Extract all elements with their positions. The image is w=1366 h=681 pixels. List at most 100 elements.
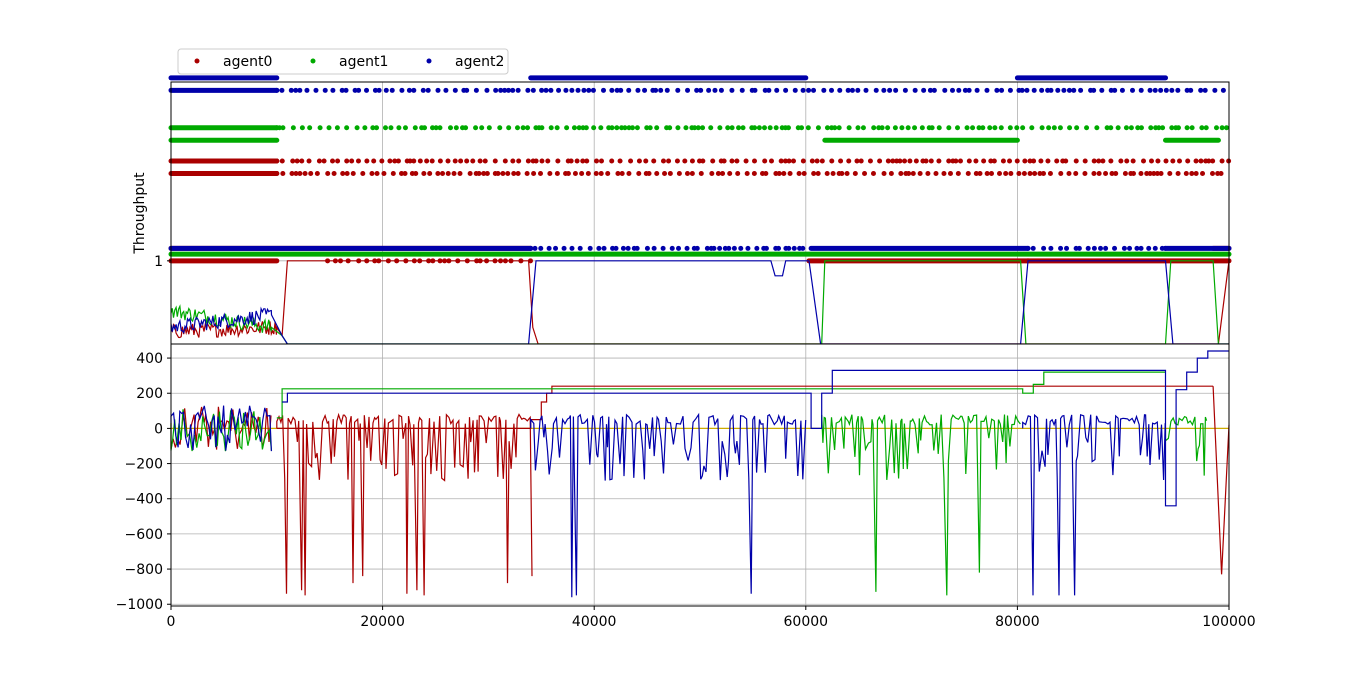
scatter-point-agent0 [815, 170, 821, 176]
scatter-point-agent0 [1219, 158, 1225, 164]
scatter-point-agent2 [620, 245, 626, 251]
scatter-point-agent0 [684, 170, 690, 176]
scatter-point-agent0 [1045, 158, 1051, 164]
scatter-point-agent1 [1138, 125, 1144, 131]
scatter-point-agent2 [601, 245, 607, 251]
scatter-point-agent2 [766, 87, 772, 93]
scatter-point-agent0 [1175, 170, 1181, 176]
scatter-point-agent0 [437, 158, 443, 164]
scatter-point-agent1 [1007, 125, 1013, 131]
scatter-point-agent0 [1022, 158, 1028, 164]
scatter-point-agent2 [1007, 87, 1013, 93]
scatter-point-agent2 [613, 245, 619, 251]
reward-step-agent1 [276, 371, 1166, 419]
scatter-point-agent0 [360, 170, 366, 176]
scatter-point-agent2 [1188, 87, 1194, 93]
scatter-point-agent0 [844, 170, 850, 176]
scatter-point-agent2 [1098, 245, 1104, 251]
scatter-point-agent1 [992, 125, 998, 131]
scatter-point-agent1 [667, 125, 673, 131]
scatter-point-agent2 [745, 245, 751, 251]
upper-y-ticks: 1 [154, 254, 171, 270]
scatter-point-agent1 [1074, 125, 1080, 131]
scatter-point-agent0 [928, 158, 934, 164]
scatter-point-agent2 [443, 87, 449, 93]
scatter-point-agent1 [1203, 125, 1209, 131]
scatter-point-agent0 [424, 158, 430, 164]
scatter-point-agent2 [1121, 245, 1127, 251]
scatter-point-agent0 [888, 170, 894, 176]
scatter-point-agent2 [1198, 87, 1204, 93]
scatter-point-agent2 [610, 245, 616, 251]
scatter-point-agent0 [481, 170, 487, 176]
scatter-point-agent0 [619, 170, 625, 176]
scatter-point-agent1 [1104, 125, 1110, 131]
scatter-point-agent2 [1019, 87, 1025, 93]
scatter-point-agent2 [383, 87, 389, 93]
x-ticks: 0 20000 40000 60000 80000 100000 [167, 606, 1256, 630]
scatter-point-agent0 [467, 170, 473, 176]
scatter-point-agent1 [1057, 125, 1063, 131]
scatter-point-agent0 [636, 170, 642, 176]
scatter-point-agent1 [708, 125, 714, 131]
scatter-point-agent1 [860, 125, 866, 131]
upper-panel: 1 Throughput [132, 75, 1232, 345]
scatter-point-agent1 [855, 125, 861, 131]
scatter-point-agent0 [667, 170, 673, 176]
scatter-point-agent2 [563, 87, 569, 93]
scatter-band-agent0 [274, 170, 1224, 176]
scatter-point-agent1 [634, 125, 640, 131]
scatter-point-agent1 [576, 125, 582, 131]
scatter-point-agent2 [829, 87, 835, 93]
scatter-point-agent0 [721, 158, 727, 164]
scatter-point-agent0 [1193, 170, 1199, 176]
scatter-point-agent0 [947, 170, 953, 176]
scatter-point-agent0 [429, 158, 435, 164]
scatter-point-agent0 [579, 170, 585, 176]
scatter-point-agent2 [1220, 87, 1226, 93]
scatter-point-agent0 [1091, 158, 1097, 164]
lower-y-tick-label: −400 [125, 492, 163, 508]
scatter-point-agent0 [294, 158, 300, 164]
scatter-point-agent0 [710, 158, 716, 164]
scatter-point-agent0 [988, 170, 994, 176]
scatter-point-agent0 [1021, 170, 1027, 176]
scatter-point-agent2 [855, 87, 861, 93]
scatter-point-agent0 [1027, 170, 1033, 176]
scatter-point-agent1 [1156, 125, 1162, 131]
scatter-point-agent2 [399, 87, 405, 93]
scatter-point-agent0 [598, 170, 604, 176]
scatter-point-agent2 [1091, 87, 1097, 93]
scatter-point-agent1 [548, 125, 554, 131]
scatter-point-agent0 [946, 158, 952, 164]
scatter-point-agent1 [736, 125, 742, 131]
scatter-point-agent2 [288, 87, 294, 93]
scatter-point-agent0 [445, 170, 451, 176]
scatter-point-agent1 [334, 125, 340, 131]
scatter-point-agent2 [530, 87, 536, 93]
scatter-point-agent2 [811, 87, 817, 93]
scatter-point-agent0 [484, 170, 490, 176]
scatter-point-agent0 [381, 170, 387, 176]
scatter-point-agent2 [587, 245, 593, 251]
scatter-point-agent1 [479, 125, 485, 131]
scatter-point-agent2 [406, 87, 412, 93]
scatter-point-agent0 [867, 158, 873, 164]
scatter-point-agent1 [354, 125, 360, 131]
scatter-point-agent2 [837, 87, 843, 93]
scatter-point-agent2 [1078, 87, 1084, 93]
scatter-point-agent2 [1039, 87, 1045, 93]
scatter-point-agent0 [997, 170, 1003, 176]
scatter-point-agent1 [1169, 125, 1175, 131]
scatter-point-agent0 [421, 170, 427, 176]
scatter-point-agent0 [350, 170, 356, 176]
lower-frame [170, 343, 1230, 607]
scatter-point-agent0 [1058, 170, 1064, 176]
scatter-point-agent0 [314, 170, 320, 176]
scatter-point-agent2 [999, 87, 1005, 93]
scatter-point-agent2 [1152, 245, 1158, 251]
scatter-point-agent0 [829, 158, 835, 164]
scatter-point-agent0 [897, 158, 903, 164]
scatter-point-agent1 [692, 125, 698, 131]
